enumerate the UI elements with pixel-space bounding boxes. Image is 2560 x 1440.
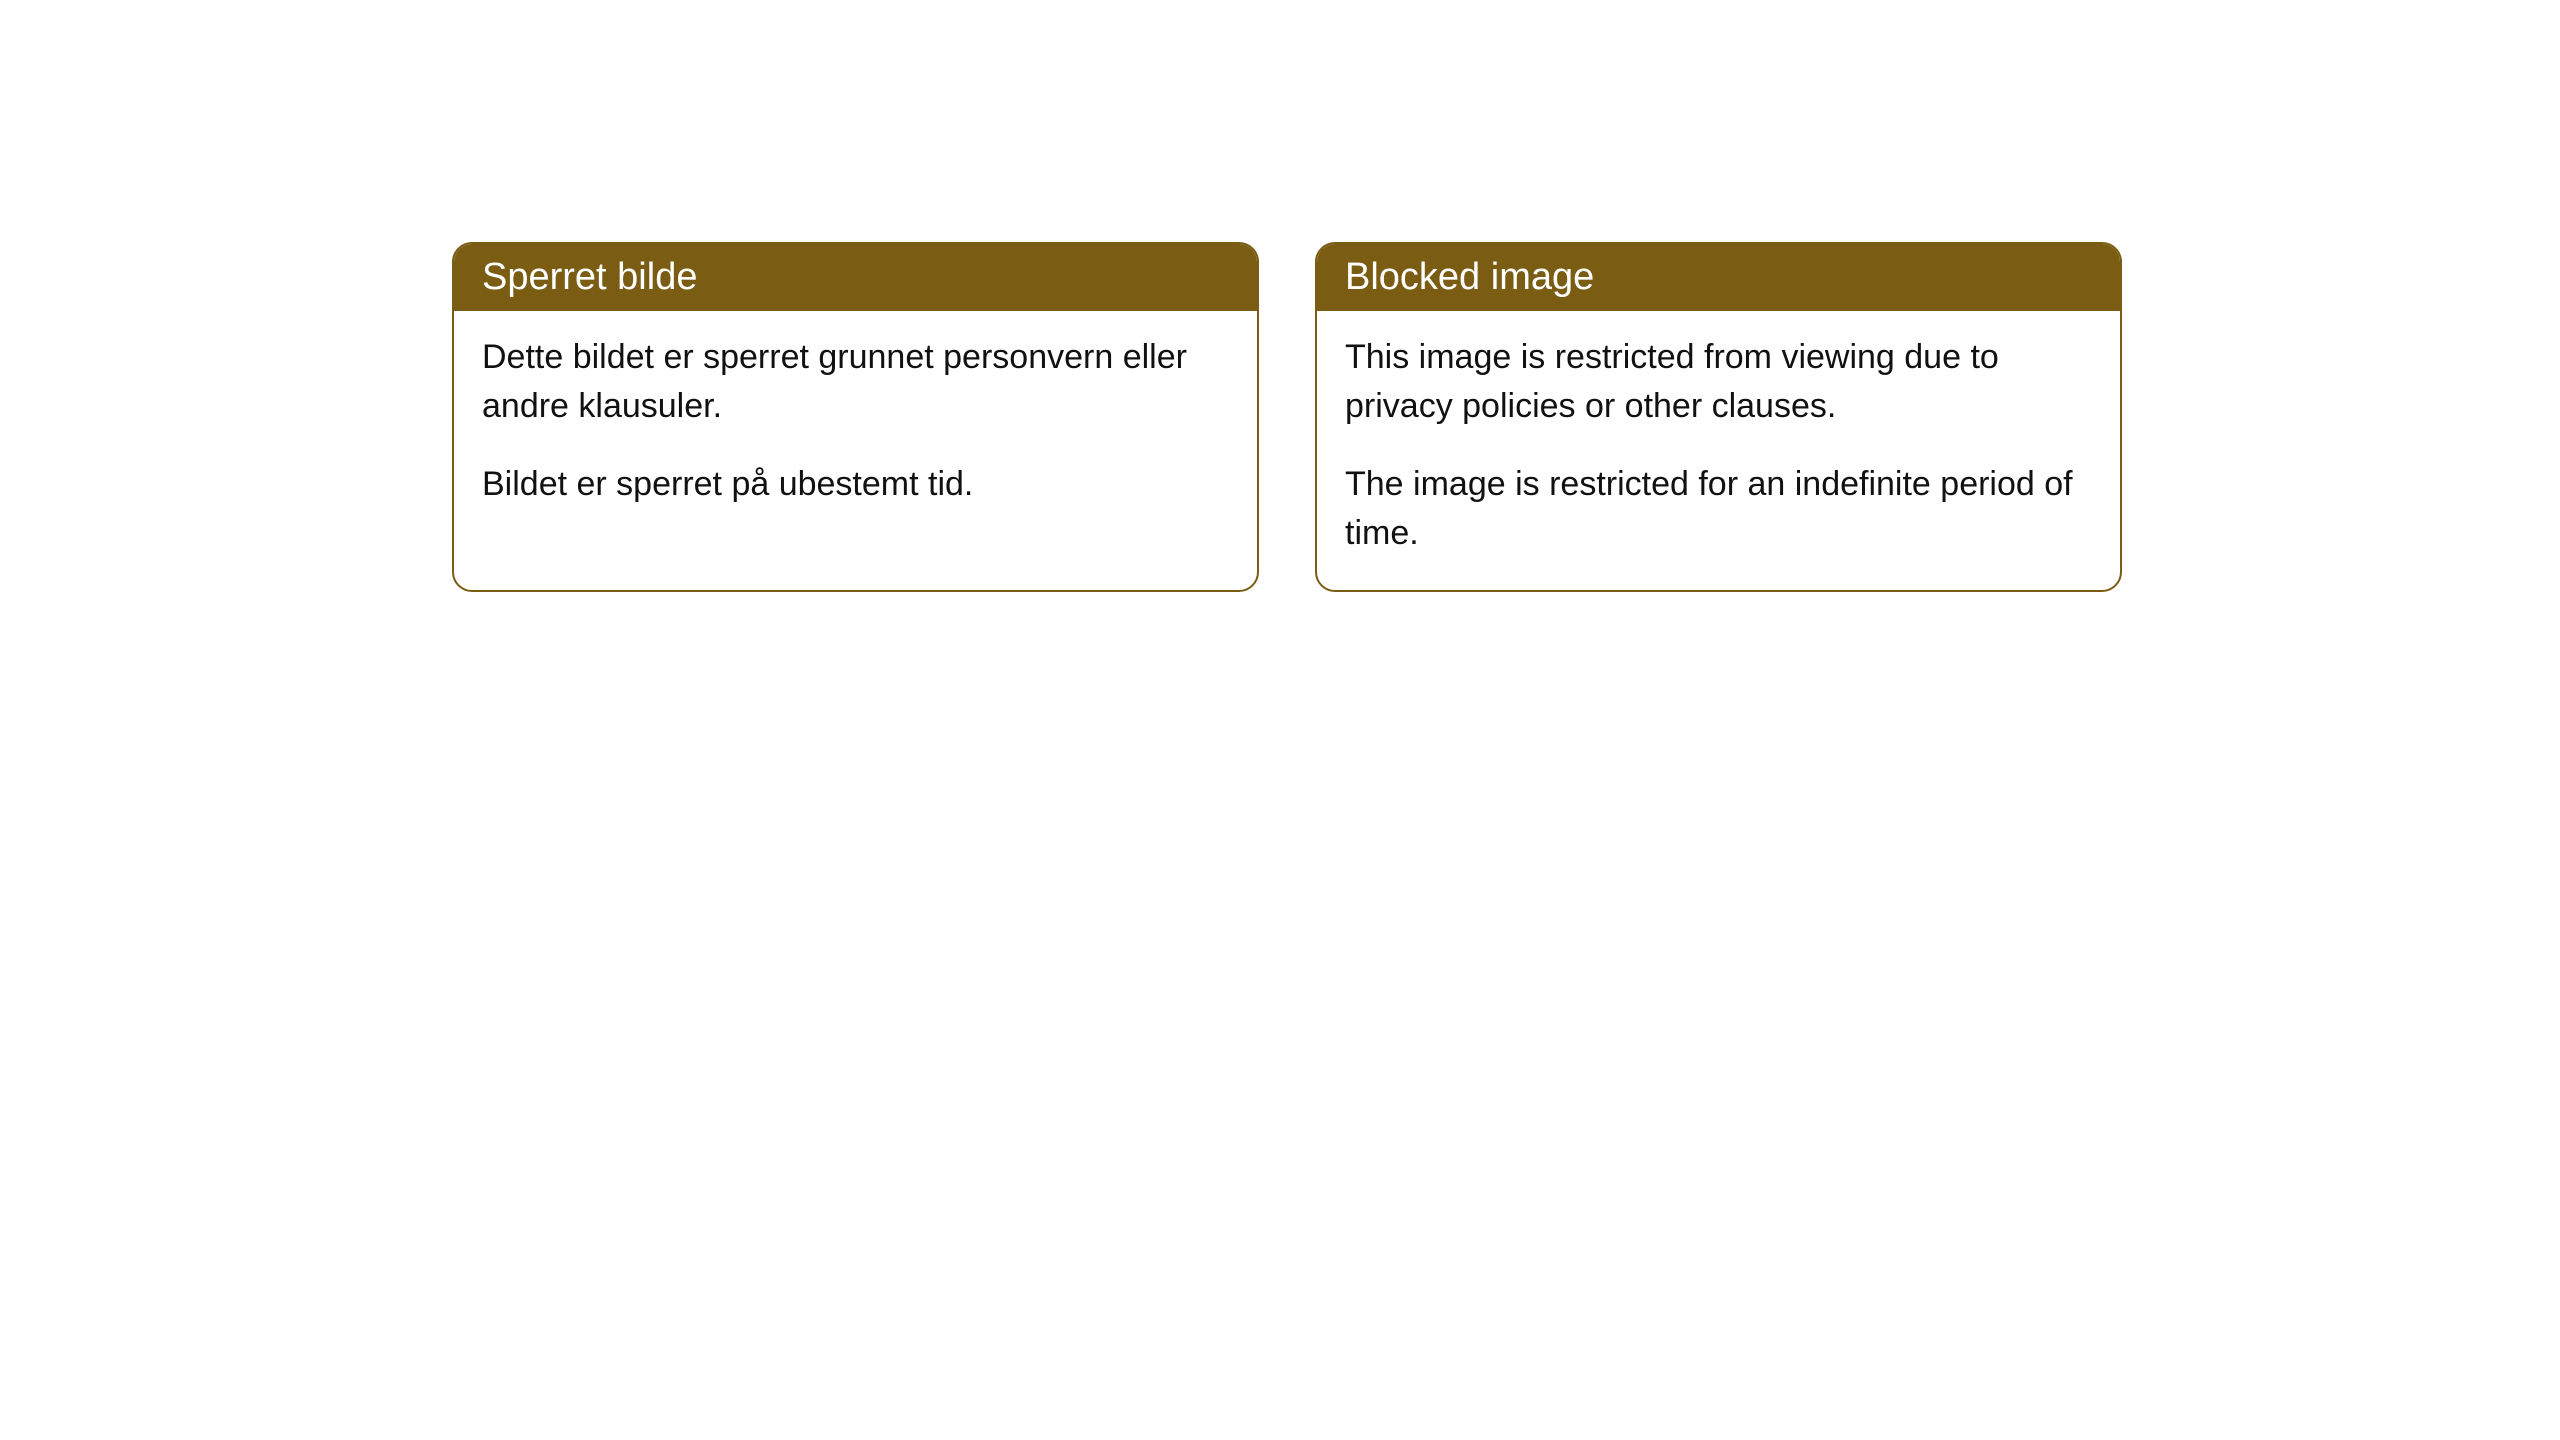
notice-body-english: This image is restricted from viewing du… [1317,311,2120,590]
notice-container: Sperret bilde Dette bildet er sperret gr… [452,242,2122,592]
notice-card-english: Blocked image This image is restricted f… [1315,242,2122,592]
notice-text-norwegian-p1: Dette bildet er sperret grunnet personve… [482,333,1229,432]
notice-card-norwegian: Sperret bilde Dette bildet er sperret gr… [452,242,1259,592]
notice-text-english-p1: This image is restricted from viewing du… [1345,333,2092,432]
notice-title-english: Blocked image [1345,256,1594,298]
notice-title-norwegian: Sperret bilde [482,256,697,298]
notice-body-norwegian: Dette bildet er sperret grunnet personve… [454,311,1257,541]
notice-header-english: Blocked image [1317,244,2120,311]
notice-text-english-p2: The image is restricted for an indefinit… [1345,460,2092,559]
notice-header-norwegian: Sperret bilde [454,244,1257,311]
notice-text-norwegian-p2: Bildet er sperret på ubestemt tid. [482,460,1229,509]
